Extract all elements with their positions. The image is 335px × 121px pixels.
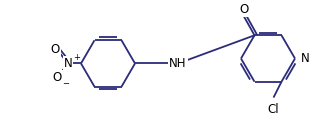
Text: NH: NH (169, 57, 187, 70)
Text: −: − (62, 79, 69, 88)
Text: O: O (50, 43, 60, 56)
Text: +: + (73, 53, 80, 62)
Text: Cl: Cl (268, 102, 279, 116)
Text: O: O (240, 4, 249, 16)
Text: O: O (52, 71, 62, 84)
Text: N: N (64, 57, 72, 70)
Text: N: N (301, 52, 310, 65)
